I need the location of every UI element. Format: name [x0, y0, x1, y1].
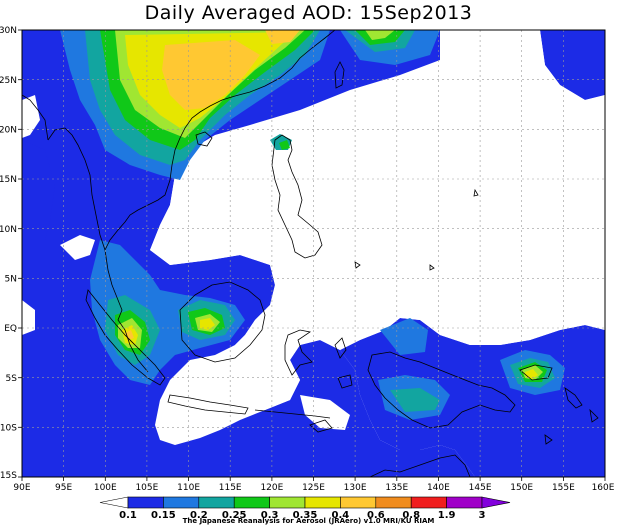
- island-lesser-sunda: [254, 409, 331, 419]
- colorbar-label: 3: [479, 510, 486, 521]
- colorbar-swatch: [269, 496, 306, 509]
- island-taiwan: [334, 61, 345, 89]
- lat-labels: 30N 25N 20N 15N 10N 5N EQ 5S 10S 15S: [0, 26, 17, 481]
- colorbar-label: 0.6: [367, 510, 385, 521]
- lon-label: 95E: [55, 483, 72, 493]
- colorbar-swatch: [410, 496, 447, 509]
- coast-india: [22, 94, 49, 141]
- island-new-guinea: [367, 351, 516, 429]
- lon-label: 115E: [219, 483, 242, 493]
- lon-label: 110E: [177, 483, 200, 493]
- lat-label: 15N: [0, 175, 17, 185]
- coast-malay: [111, 284, 149, 373]
- coast-indochina-china: [104, 30, 336, 251]
- colorbar-swatch: [446, 496, 483, 509]
- lon-label: 155E: [552, 483, 575, 493]
- colorbar-label: 0.15: [151, 510, 176, 521]
- graticule: [22, 30, 605, 477]
- island-sumatra: [85, 289, 166, 386]
- colorbar-label: 0.1: [119, 510, 137, 521]
- island-timor: [309, 419, 333, 433]
- lon-label: 150E: [510, 483, 533, 493]
- credit-line: The Japanese Reanalysis for Aerosol (JRA…: [182, 517, 435, 525]
- colorbar-swatch: [127, 496, 164, 509]
- colorbar-label: 0.4: [332, 510, 350, 521]
- lat-label: 15S: [0, 471, 17, 481]
- lat-label: EQ: [4, 324, 17, 334]
- lon-label: 100E: [94, 483, 117, 493]
- lon-label: 130E: [344, 483, 367, 493]
- colorbar-swatch: [163, 496, 200, 509]
- colorbar-swatch: [198, 496, 235, 509]
- lat-label: 10S: [0, 424, 17, 434]
- colorbar-swatch: [340, 496, 377, 509]
- axis-ticks: [18, 29, 606, 481]
- colorbar-under-triangle: [99, 496, 129, 509]
- island-solomons: [589, 408, 599, 423]
- island-vanuatu: [544, 434, 553, 445]
- lat-label: 5S: [6, 374, 18, 384]
- colorbar-label: 0.35: [293, 510, 318, 521]
- island-marianas: [473, 188, 479, 197]
- lon-label: 145E: [469, 483, 492, 493]
- lon-labels: 90E 95E 100E 105E 110E 115E 120E 125E 13…: [13, 483, 614, 493]
- colorbar: 0.1 0.15 0.2 0.25 0.3 0.35 0.4 0.6 0.8 1.9 3: [99, 496, 511, 521]
- colorbar-label: 0.8: [402, 510, 420, 521]
- lon-label: 140E: [427, 483, 450, 493]
- lon-label: 105E: [135, 483, 158, 493]
- lat-label: 30N: [0, 26, 17, 36]
- colorbar-label: 0.25: [222, 510, 247, 521]
- coastlines: [22, 30, 599, 477]
- aod-field: [22, 30, 605, 477]
- lat-label: 10N: [0, 225, 17, 235]
- island-halmahera: [334, 337, 347, 359]
- island-new-britain: [519, 364, 553, 381]
- lon-label: 160E: [592, 483, 615, 493]
- island-philippines: [271, 134, 323, 259]
- lat-label: 25N: [0, 76, 17, 86]
- aod-below-threshold: [22, 30, 605, 430]
- colorbar-over-triangle: [481, 496, 511, 509]
- coast-australia: [369, 454, 471, 477]
- island-palau: [354, 261, 361, 269]
- island-java: [167, 394, 249, 415]
- colorbar-label: 0.3: [261, 510, 279, 521]
- island-hainan: [195, 131, 213, 147]
- island-seram: [337, 374, 353, 389]
- colorbar-label: 0.2: [190, 510, 208, 521]
- aod-band-0-4: [125, 30, 300, 340]
- island-yap: [429, 264, 435, 271]
- lat-label: 20N: [0, 126, 17, 136]
- island-bougainville: [564, 387, 583, 409]
- colorbar-swatch: [375, 496, 412, 509]
- colorbar-swatch: [304, 496, 341, 509]
- map-title: Daily Averaged AOD: 15Sep2013: [144, 2, 473, 24]
- island-borneo: [179, 281, 266, 363]
- lon-label: 125E: [302, 483, 325, 493]
- lat-label: 5N: [5, 275, 17, 285]
- coast-myanmar: [47, 127, 113, 286]
- lon-label: 135E: [385, 483, 408, 493]
- colorbar-swatch: [233, 496, 270, 509]
- colorbar-label: 1.9: [438, 510, 456, 521]
- island-sulawesi: [284, 329, 313, 376]
- lon-label: 90E: [13, 483, 30, 493]
- lon-label: 120E: [260, 483, 283, 493]
